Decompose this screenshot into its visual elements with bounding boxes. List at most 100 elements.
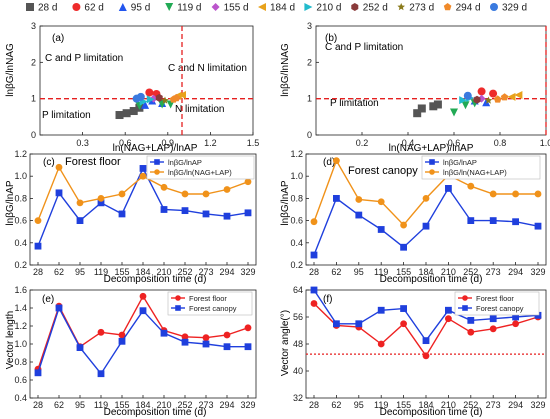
x-tick-label: 184 [135, 267, 150, 277]
panel-a: (a) ln(NAG+LAP)/lnAP lnβG/lnNAG C and P … [5, 21, 259, 154]
point-273-d [161, 96, 169, 104]
panel-e-label: (e) [42, 294, 54, 305]
point-62-d [145, 88, 154, 97]
data-point-ln-g-lnap [512, 218, 519, 226]
point-95-d [141, 100, 150, 109]
x-tick-label: 273 [198, 267, 213, 277]
panel-d-ylabel: lnβG/lnAP [280, 180, 291, 226]
y-tick-label: 1.0 [14, 171, 27, 181]
data-point-ln-g-ln-nag-lap- [160, 183, 168, 191]
data-point-forest-canopy [97, 370, 105, 378]
y-tick-label: 1.6 [14, 285, 27, 295]
data-point-ln-g-lnap [118, 210, 126, 218]
y-tick-label: 0 [31, 130, 36, 140]
y-tick-label: 0.8 [14, 193, 27, 203]
data-point-forest-canopy [160, 329, 168, 337]
x-tick-label: 155 [396, 400, 411, 410]
annotation-n-limitation: N limitation [175, 104, 224, 115]
x-tick-label: 0.6 [119, 138, 132, 148]
legend-marker-28-d [26, 3, 34, 11]
x-tick-label: 252 [177, 400, 192, 410]
y-tick-label: 1.2 [14, 321, 27, 331]
legend-marker-95-d [118, 3, 127, 11]
x-tick-label: 62 [54, 267, 64, 277]
data-point-ln-g-lnap [534, 222, 542, 230]
legend-label-252-d: 252 d [363, 3, 388, 14]
x-tick-label: 95 [354, 267, 364, 277]
x-tick-label: 0.3 [76, 138, 89, 148]
data-point-ln-g-lnap [76, 217, 84, 224]
panel-c: (c) Forest floor Decomposition time (d) … [5, 149, 257, 285]
x-tick-label: 184 [135, 400, 150, 410]
legend-label-ln-g-lnap: lnβG/lnAP [443, 158, 477, 167]
legend-label-294-d: 294 d [456, 3, 481, 14]
legend-marker-forest-canopy [175, 305, 181, 311]
y-tick-label: 0.2 [14, 260, 27, 270]
panel-b-ylabel: lnβG/lnNAG [280, 43, 291, 97]
data-point-ln-g-lnap [202, 210, 210, 218]
data-point-forest-floor [445, 315, 452, 323]
data-point-forest-floor [202, 334, 210, 342]
x-tick-label: 0.2 [356, 138, 369, 148]
y-tick-label: 1.2 [290, 149, 303, 159]
x-tick-label: 0.8 [494, 138, 507, 148]
data-point-forest-floor [400, 320, 407, 328]
x-tick-label: 0.4 [402, 138, 415, 148]
data-point-forest-floor [422, 352, 430, 360]
panel-a-ylabel: lnβG/lnNAG [5, 43, 16, 97]
data-point-forest-floor [489, 325, 497, 333]
legend-marker-62-d [72, 3, 81, 11]
x-tick-label: 329 [530, 267, 545, 277]
legend-marker-forest-floor [462, 295, 468, 301]
point-210-d [146, 95, 155, 104]
annotation-p-limitation: P limitation [42, 110, 91, 121]
data-point-ln-g-ln-nag-lap- [400, 221, 407, 229]
panel-f-ylabel: Vector angle(°) [280, 310, 291, 376]
point-95-d [482, 98, 491, 107]
data-point-ln-g-ln-nag-lap- [181, 190, 189, 198]
legend-label-155-d: 155 d [224, 3, 249, 14]
data-point-ln-g-lnap [400, 243, 407, 251]
x-tick-label: 294 [219, 267, 234, 277]
x-tick-label: 28 [33, 267, 43, 277]
data-point-ln-g-lnap [139, 165, 147, 172]
data-point-forest-canopy [139, 307, 147, 315]
annotation-c-and-p-limitation: C and P limitation [45, 53, 123, 64]
legend-label-forest-canopy: Forest canopy [189, 304, 237, 313]
data-point-ln-g-lnap [333, 195, 340, 202]
y-tick-label: 3 [307, 21, 312, 31]
data-point-ln-g-ln-nag-lap- [118, 190, 126, 198]
data-point-forest-floor [512, 320, 519, 328]
data-point-ln-g-lnap [310, 251, 318, 259]
point-28-d [129, 107, 138, 116]
data-point-ln-g-ln-nag-lap- [244, 178, 252, 186]
data-point-ln-g-ln-nag-lap- [512, 190, 519, 198]
point-119-d [450, 108, 458, 117]
data-point-ln-g-ln-nag-lap- [489, 190, 497, 198]
data-point-ln-g-ln-nag-lap- [34, 217, 42, 225]
x-tick-label: 252 [463, 267, 478, 277]
x-tick-label: 184 [418, 267, 433, 277]
legend-box [454, 291, 540, 316]
data-point-forest-canopy [244, 343, 252, 351]
data-point-ln-g-lnap [355, 211, 363, 219]
point-62-d [489, 89, 498, 98]
y-tick-label: 1.4 [14, 303, 27, 313]
legend-label-28-d: 28 d [38, 3, 57, 14]
data-point-ln-g-lnap [160, 206, 168, 213]
data-point-ln-g-ln-nag-lap- [97, 195, 105, 202]
panel-f-xlabel: Decomposition time (d) [380, 407, 483, 418]
point-252-d [155, 93, 163, 102]
x-tick-label: 155 [396, 267, 411, 277]
panel-f: (f) Decomposition time (d) Vector angle(… [280, 285, 547, 418]
point-294-d [493, 95, 502, 103]
x-tick-label: 119 [94, 267, 108, 277]
x-tick-label: 1.0 [540, 138, 550, 148]
y-tick-label: 0.4 [14, 393, 27, 403]
y-tick-label: 0.6 [14, 375, 27, 385]
data-point-ln-g-ln-nag-lap- [377, 198, 385, 206]
data-point-forest-canopy [445, 306, 452, 314]
x-tick-label: 294 [508, 400, 523, 410]
series-line-ln-g-lnap [37, 166, 249, 247]
